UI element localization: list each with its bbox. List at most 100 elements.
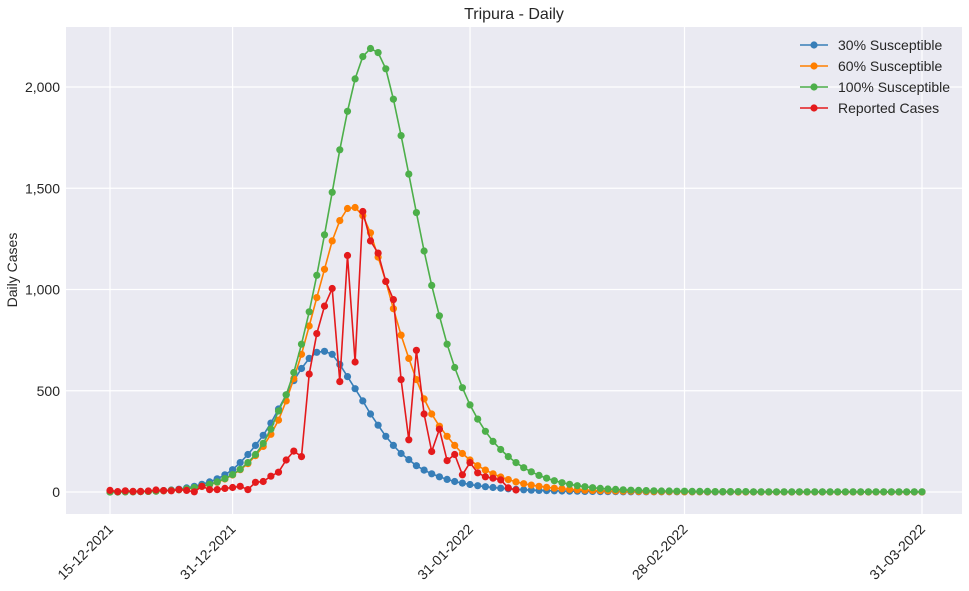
data-point <box>267 472 275 480</box>
legend-item: 100% Susceptible <box>800 79 950 95</box>
data-point <box>328 237 336 245</box>
data-point <box>305 308 313 316</box>
data-point <box>397 376 405 384</box>
data-point <box>665 487 673 495</box>
data-point <box>251 450 260 459</box>
data-point <box>190 488 198 496</box>
data-point <box>336 146 344 154</box>
data-point <box>481 483 489 491</box>
data-point <box>236 465 244 473</box>
data-point <box>703 487 712 495</box>
data-point <box>114 488 122 496</box>
data-point <box>297 453 306 461</box>
data-point <box>236 482 244 490</box>
data-point <box>428 410 436 418</box>
data-point <box>504 476 512 484</box>
legend-label: 100% Susceptible <box>838 79 950 95</box>
data-point <box>466 480 474 489</box>
data-point <box>535 471 543 479</box>
data-point <box>137 487 145 495</box>
x-tick-label: 15-12-2021 <box>54 521 116 583</box>
legend-item: 30% Susceptible <box>800 37 943 53</box>
y-axis-label: Daily Cases <box>4 233 20 308</box>
data-point <box>412 462 420 470</box>
legend-marker <box>810 104 818 112</box>
data-point <box>343 204 352 213</box>
data-point <box>512 478 520 486</box>
data-point <box>152 486 160 494</box>
data-point <box>780 488 788 496</box>
data-point <box>274 416 283 424</box>
data-point <box>382 432 390 440</box>
data-point <box>389 95 397 103</box>
data-point <box>397 331 405 339</box>
data-point <box>351 203 359 212</box>
data-point <box>366 237 375 245</box>
data-point <box>236 459 244 467</box>
data-point <box>328 350 336 358</box>
data-point <box>726 488 735 496</box>
data-point <box>474 462 482 470</box>
data-point <box>328 188 336 196</box>
data-point <box>458 449 466 458</box>
data-point <box>374 49 382 57</box>
data-point <box>320 347 329 355</box>
data-point <box>351 385 359 393</box>
data-point <box>474 482 482 490</box>
data-point <box>719 488 727 496</box>
data-point <box>428 470 436 478</box>
data-point <box>259 439 267 447</box>
data-point <box>405 456 413 464</box>
data-point <box>366 44 375 53</box>
data-point <box>481 473 489 481</box>
data-point <box>382 277 390 285</box>
grid-lines <box>66 27 962 514</box>
data-point <box>696 487 704 495</box>
data-point <box>772 488 781 496</box>
data-point <box>221 475 229 483</box>
data-point <box>144 487 152 495</box>
data-point <box>566 480 574 488</box>
data-point <box>305 322 313 330</box>
data-point <box>520 464 528 472</box>
data-point <box>497 445 505 454</box>
y-tick-label: 0 <box>52 484 60 500</box>
data-point <box>558 485 566 493</box>
data-point <box>305 370 313 378</box>
legend-label: Reported Cases <box>838 100 939 116</box>
data-point <box>297 340 306 348</box>
data-point <box>343 373 352 381</box>
legend-item: Reported Cases <box>800 100 939 116</box>
data-point <box>612 485 620 493</box>
data-point <box>834 488 842 496</box>
data-point <box>849 488 857 496</box>
data-point <box>274 407 283 415</box>
data-point <box>282 456 290 464</box>
data-point <box>320 265 329 273</box>
data-point <box>451 441 459 449</box>
y-tick-label: 1,000 <box>25 282 60 298</box>
data-point <box>504 453 512 461</box>
chart-title: Tripura - Daily <box>464 6 564 23</box>
data-point <box>466 459 474 467</box>
data-point <box>328 284 336 293</box>
data-point <box>458 479 466 487</box>
data-point <box>259 431 267 439</box>
data-point <box>389 296 397 304</box>
data-point <box>290 368 298 377</box>
data-point <box>757 488 765 496</box>
data-point <box>550 484 558 492</box>
data-point <box>680 487 689 495</box>
data-point <box>106 486 114 494</box>
data-point <box>343 251 352 260</box>
data-point <box>734 488 742 496</box>
data-point <box>880 488 888 496</box>
data-point <box>206 480 214 488</box>
data-point <box>581 483 589 491</box>
data-point <box>343 107 352 115</box>
data-point <box>320 231 329 239</box>
data-point <box>489 474 497 482</box>
data-point <box>520 486 528 494</box>
data-point <box>466 401 474 409</box>
data-point <box>374 249 382 257</box>
